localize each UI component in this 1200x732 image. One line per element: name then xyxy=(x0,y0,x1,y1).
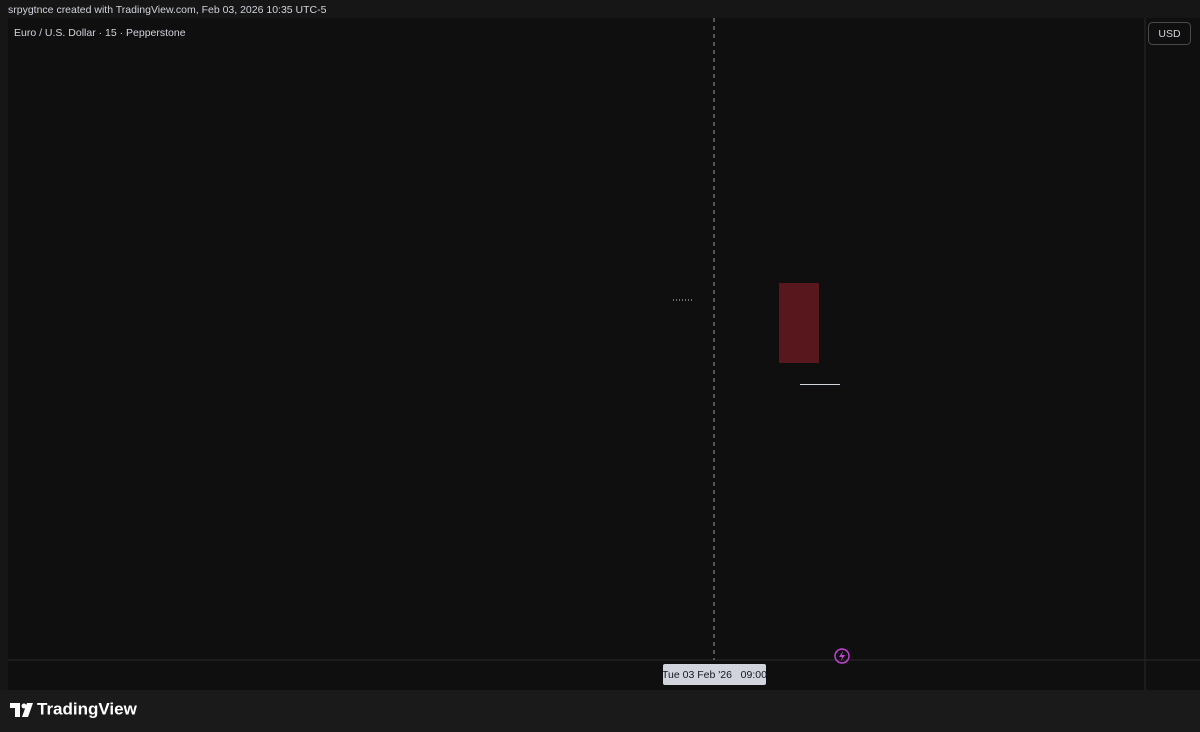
price-axis xyxy=(1145,18,1200,690)
drawings xyxy=(673,18,840,660)
brand-logo xyxy=(10,703,33,717)
time-axis xyxy=(8,660,1145,690)
flash-icon[interactable] xyxy=(834,648,850,664)
currency-button[interactable] xyxy=(1148,22,1191,45)
crosshair-label-box xyxy=(663,664,766,685)
brand-logo-dot xyxy=(21,703,27,709)
header-text: srpygtnce created with TradingView.com, … xyxy=(8,4,327,16)
crosshair-label: Tue 03 Feb '26 09:00 xyxy=(662,669,767,681)
flash-icon-bolt xyxy=(839,651,845,661)
chart-pane xyxy=(8,18,1145,660)
drawing-box xyxy=(779,283,819,363)
chart-title: Euro / U.S. Dollar · 15 · Pepperstone xyxy=(14,27,186,39)
footer xyxy=(0,690,1200,732)
brand-name: TradingView xyxy=(37,699,138,718)
currency-label[interactable]: USD xyxy=(1158,28,1181,40)
